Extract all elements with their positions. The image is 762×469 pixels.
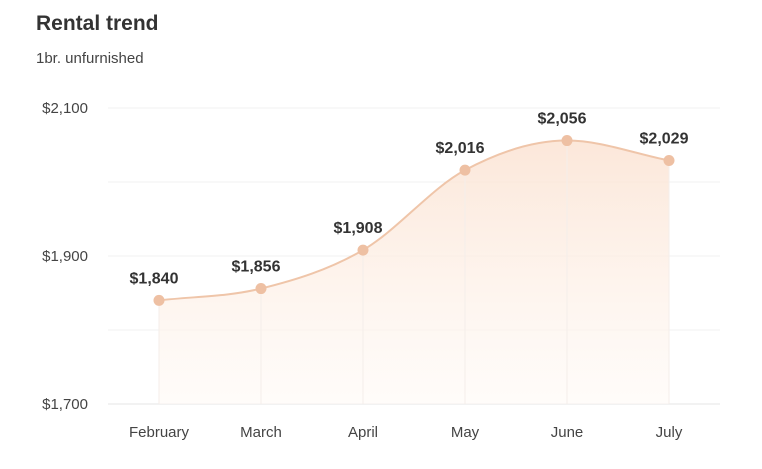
y-tick-label: $2,100 bbox=[42, 100, 88, 117]
data-point[interactable] bbox=[153, 294, 165, 306]
x-tick-label: March bbox=[240, 424, 282, 441]
data-label: $2,056 bbox=[538, 111, 587, 128]
area-fill bbox=[159, 140, 669, 404]
x-tick-label: July bbox=[656, 424, 683, 441]
data-point[interactable] bbox=[357, 244, 369, 256]
chart-title: Rental trend bbox=[36, 12, 159, 35]
data-point[interactable] bbox=[561, 135, 573, 147]
data-point[interactable] bbox=[663, 155, 675, 167]
data-label: $1,908 bbox=[334, 220, 383, 237]
data-label: $2,029 bbox=[640, 131, 689, 148]
series-line bbox=[158, 139, 670, 302]
data-point[interactable] bbox=[459, 164, 471, 176]
x-tick-label: June bbox=[551, 424, 584, 441]
x-tick-label: April bbox=[348, 424, 378, 441]
data-point[interactable] bbox=[255, 283, 267, 295]
data-label: $2,016 bbox=[436, 140, 485, 157]
y-tick-label: $1,700 bbox=[42, 396, 88, 413]
y-tick-label: $1,900 bbox=[42, 248, 88, 265]
x-tick-label: February bbox=[129, 424, 190, 441]
chart-subtitle: 1br. unfurnished bbox=[36, 50, 144, 67]
x-tick-label: May bbox=[451, 424, 480, 441]
data-label: $1,840 bbox=[130, 270, 179, 287]
data-label: $1,856 bbox=[232, 259, 281, 276]
